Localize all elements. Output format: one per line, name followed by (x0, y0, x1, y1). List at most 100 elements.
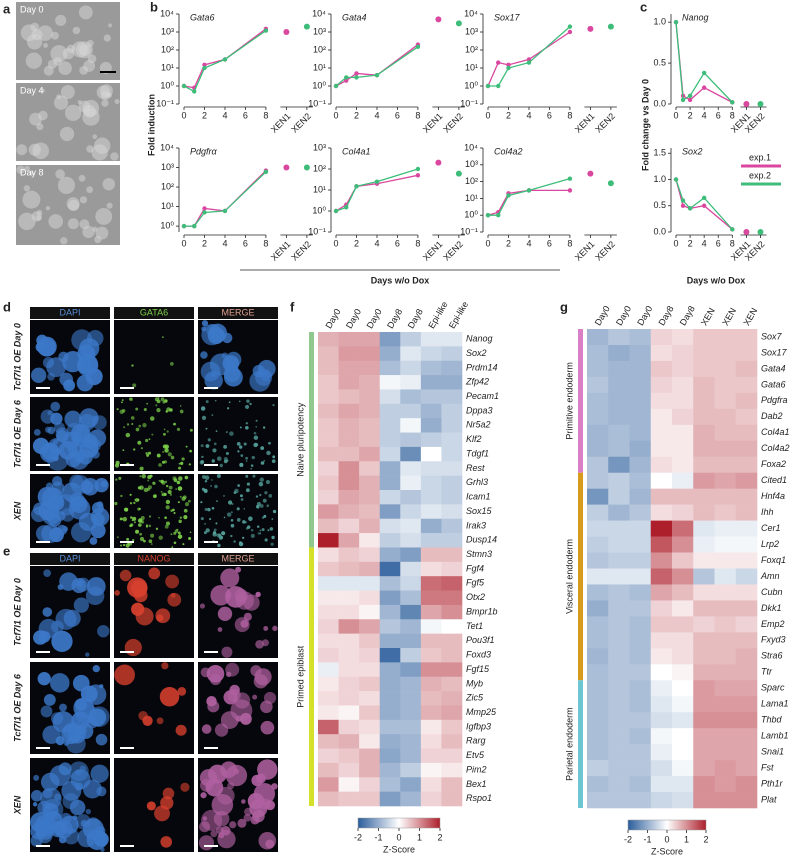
heatmap-cell (629, 664, 652, 681)
data-point (567, 176, 573, 181)
heatmap-cell (714, 728, 737, 745)
cell (119, 517, 123, 521)
data-point (202, 65, 207, 71)
cell (245, 456, 248, 460)
heatmap-cell (693, 680, 715, 697)
heatmap-cell (714, 744, 737, 761)
heatmap-cell (359, 762, 381, 778)
cell (80, 685, 98, 703)
heatmap-cell (693, 664, 715, 681)
group-bar (309, 332, 314, 548)
cell (223, 516, 226, 519)
cell (266, 450, 271, 456)
heatmap-cell (629, 408, 652, 426)
heatmap-cell (587, 552, 609, 569)
heatmap-cell (318, 734, 339, 749)
heatmap-cell (441, 604, 463, 620)
cell (237, 818, 247, 828)
cell (264, 491, 268, 495)
heatmap-cell (650, 680, 673, 697)
cell (206, 695, 217, 707)
heatmap-cell (359, 403, 381, 419)
cell (230, 519, 234, 522)
cell (22, 190, 41, 209)
cell (68, 761, 89, 782)
cell (216, 533, 221, 538)
heatmap-cell (420, 332, 442, 347)
y-tick-label: 10⁴ (312, 8, 326, 18)
heatmap-cell (359, 691, 381, 706)
data-point (526, 188, 532, 193)
x-tick-label: 6 (395, 238, 400, 248)
cell (188, 537, 191, 540)
cell (212, 532, 217, 537)
x-tick-label: 8 (730, 110, 735, 120)
heatmap-cell (359, 791, 381, 807)
heatmap-cell (693, 648, 715, 665)
cell (221, 646, 233, 658)
chart-title: Gata4 (342, 12, 367, 22)
y-tick-label: 10⁰ (312, 205, 326, 215)
cell (58, 61, 72, 76)
cell (200, 351, 208, 359)
x-tick-label: 2 (354, 110, 359, 120)
heatmap-cell (441, 734, 463, 749)
heatmap-cell (338, 561, 360, 577)
cell (208, 764, 227, 784)
heatmap-cell (587, 440, 609, 458)
cell (240, 498, 244, 501)
heatmap-cell (650, 552, 673, 569)
colorbar-label: Z-Score (383, 844, 415, 854)
heatmap-cell (420, 475, 442, 491)
heatmap-cell (587, 520, 609, 537)
cell (214, 399, 217, 402)
cell (60, 85, 75, 100)
heatmap-cell (338, 590, 360, 606)
heatmap-cell (629, 600, 652, 617)
heatmap-cell (359, 590, 381, 606)
cell (37, 819, 51, 834)
heatmap-cell (359, 490, 381, 505)
cell (259, 493, 262, 497)
heatmap-cell (629, 488, 652, 505)
cell (148, 515, 152, 518)
cell (250, 529, 254, 532)
y-tick-label: 10⁰ (464, 80, 478, 90)
heatmap-cell (714, 632, 737, 649)
data-point (506, 193, 511, 198)
heatmap-cell (420, 504, 442, 520)
cell (88, 429, 107, 447)
cell (156, 453, 161, 458)
heatmap-cell (608, 360, 630, 378)
heatmap-cell (608, 424, 630, 442)
cell (143, 539, 146, 543)
row-label: Foxa2 (761, 459, 786, 469)
cell (253, 435, 259, 440)
row-label: Col4a1 (761, 427, 790, 437)
cell (72, 26, 81, 35)
heatmap-cell (420, 777, 442, 792)
cell (216, 456, 222, 461)
cell (139, 536, 145, 542)
cell (226, 512, 232, 517)
group-label: Primed epiblast (295, 645, 305, 708)
heatmap-cell (608, 616, 630, 633)
panel-label: f (290, 299, 295, 314)
heatmap-cell (672, 488, 694, 505)
heatmap-cell (650, 536, 673, 553)
row-label: Otx2 (466, 592, 485, 602)
heatmap-cell (587, 504, 609, 521)
cell (245, 422, 248, 425)
cell (171, 546, 174, 548)
heatmap-cell (735, 392, 758, 410)
data-point (701, 195, 707, 201)
cell (120, 494, 123, 498)
heatmap-cell (629, 376, 652, 394)
row-label: Lama1 (761, 699, 789, 709)
heatmap-cell (379, 648, 401, 663)
cell (201, 455, 204, 459)
cell (199, 603, 206, 609)
cell (48, 513, 62, 527)
row-label: Amn (760, 571, 780, 581)
heatmap-cell (650, 424, 673, 442)
